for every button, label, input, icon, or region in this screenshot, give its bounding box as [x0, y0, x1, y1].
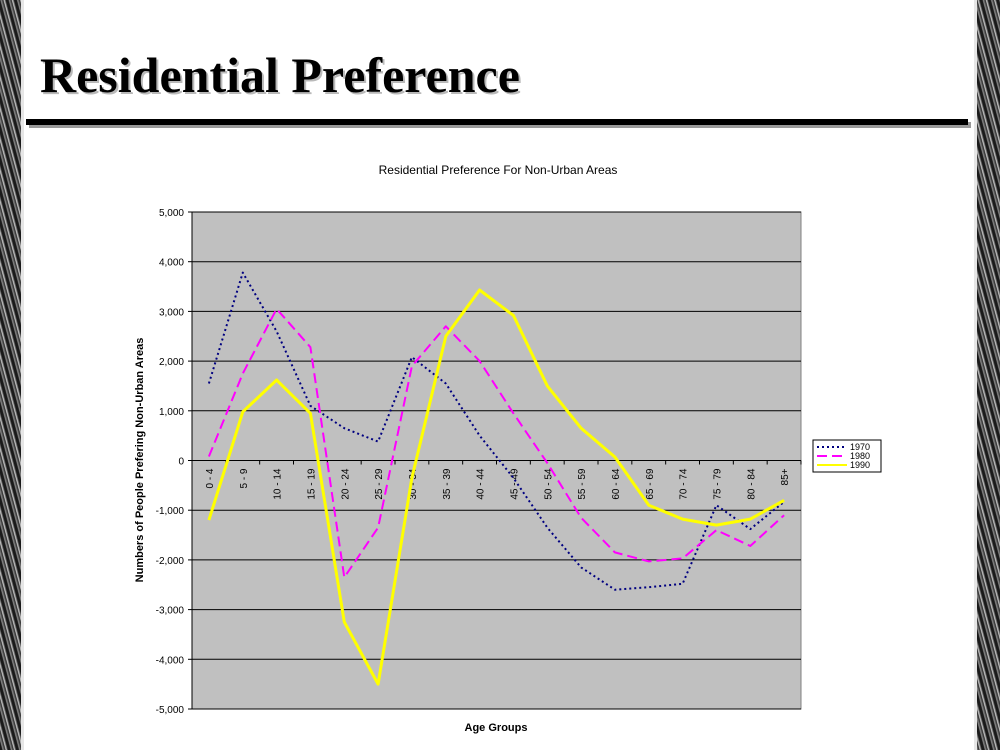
x-tick-label: 30 - 34: [408, 468, 419, 500]
y-axis-label: Numbers of People Prefering Non-Urban Ar…: [134, 338, 146, 583]
chart-title: Residential Preference For Non-Urban Are…: [379, 163, 618, 177]
x-tick-label: 5 - 9: [239, 468, 250, 488]
x-tick-label: 10 - 14: [273, 468, 284, 500]
y-tick-label: -4,000: [156, 655, 185, 666]
y-tick-label: 4,000: [159, 258, 184, 269]
legend-label: 1980: [850, 451, 870, 461]
series-line-1990: [207, 288, 785, 686]
title-divider: [26, 119, 968, 125]
x-tick-label: 0 - 4: [205, 468, 216, 488]
y-tick-label: 1,000: [159, 407, 184, 418]
y-tick-label: 3,000: [159, 307, 184, 318]
x-tick-label: 35 - 39: [442, 468, 453, 500]
x-tick-label: 20 - 24: [340, 468, 351, 500]
series-lines: [207, 271, 785, 686]
x-tick-label: 25 - 29: [374, 468, 385, 500]
x-tick-label: 60 - 64: [611, 468, 622, 500]
x-axis-label: Age Groups: [465, 722, 528, 734]
x-tick-label: 15 - 19: [306, 468, 317, 500]
y-tick-label: -3,000: [156, 606, 185, 617]
legend-label: 1990: [850, 460, 870, 470]
slide-title: Residential Preference: [40, 47, 520, 103]
x-tick-label: 80 - 84: [746, 468, 757, 500]
y-tick-label: 5,000: [159, 208, 184, 219]
y-tick-label: 0: [178, 457, 184, 468]
x-tick-label: 55 - 59: [577, 468, 588, 500]
y-tick-label: 2,000: [159, 357, 184, 368]
x-tick-label: 65 - 69: [645, 468, 656, 500]
series-line-1970: [207, 271, 785, 591]
y-tick-label: -5,000: [156, 705, 185, 716]
axes: 5,000 4,000 3,000 2,000 1,000 0 -1,000 -2,000 -3…: [156, 208, 802, 716]
x-tick-label: 70 - 74: [679, 468, 690, 500]
x-tick-label: 50 - 54: [543, 468, 554, 500]
right-decorative-border: [974, 0, 1000, 750]
x-tick-label: 75 - 79: [712, 468, 723, 500]
y-tick-label: -1,000: [156, 506, 185, 517]
series-line-1980: [207, 307, 785, 579]
legend-box: [812, 439, 882, 473]
left-decorative-border: [0, 0, 24, 750]
x-tick-label: 40 - 44: [476, 468, 487, 500]
x-tick-label: 85+: [780, 468, 791, 485]
x-tick-label: 45 - 49: [509, 468, 520, 500]
y-tick-label: -2,000: [156, 556, 185, 567]
legend-label: 1970: [850, 442, 870, 452]
